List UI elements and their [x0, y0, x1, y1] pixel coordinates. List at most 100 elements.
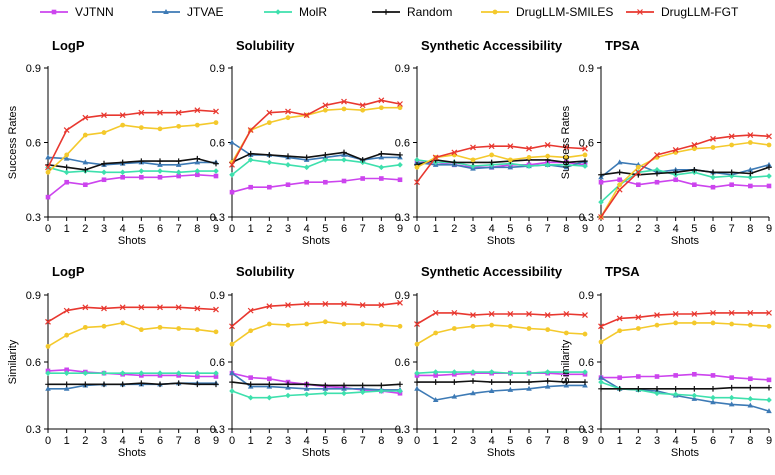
data-point-drugllm-fgt [616, 315, 623, 322]
data-point-molr [247, 157, 254, 163]
legend-marker-drugllm-smiles [492, 9, 498, 15]
x-tick-label: 9 [397, 435, 403, 447]
series-line-vjtnn [600, 179, 769, 188]
x-tick-label: 5 [138, 223, 144, 235]
data-point-drugllm-fgt [247, 127, 254, 134]
data-point-molr [766, 173, 772, 179]
data-point-drugllm-fgt [710, 309, 716, 316]
data-point-drugllm-fgt [322, 102, 329, 109]
data-point-random [563, 379, 570, 385]
series-drugllm-fgt [414, 142, 588, 186]
data-point-vjtnn [748, 183, 753, 189]
chart-panel-solubility-similarity: Solubility 0.3 0.6 0.9 0 1 2 3 4 5 6 7 8 9 Shots [210, 264, 403, 459]
data-point-random [175, 158, 182, 164]
data-point-random [359, 157, 366, 163]
data-point-drugllm-smiles [378, 322, 384, 328]
data-point-random [672, 169, 679, 176]
data-point-drugllm-fgt [45, 318, 51, 325]
series-line-molr [416, 159, 586, 167]
data-point-drugllm-fgt [229, 161, 235, 168]
series-line-drugllm-fgt [416, 144, 586, 183]
series-line-drugllm-fgt [47, 109, 217, 168]
data-point-drugllm-fgt [432, 154, 439, 161]
data-point-molr [341, 390, 347, 397]
y-tick-label: 0.6 [26, 138, 41, 150]
data-point-drugllm-smiles [507, 323, 513, 329]
series-line-drugllm-fgt [231, 99, 401, 166]
data-point-drugllm-fgt [582, 312, 588, 319]
data-point-random [397, 381, 403, 388]
x-tick-label: 8 [378, 435, 384, 447]
data-point-random [194, 381, 201, 388]
data-point-drugllm-fgt [470, 312, 476, 319]
series-line-drugllm-smiles [47, 322, 217, 348]
data-point-drugllm-fgt [488, 311, 495, 317]
data-point-random [710, 386, 716, 392]
data-point-drugllm-fgt [322, 301, 329, 307]
series-line-molr [47, 166, 216, 174]
data-point-molr [378, 164, 385, 171]
data-point-molr [728, 173, 735, 179]
series-jtvae [414, 382, 588, 402]
data-point-drugllm-smiles [120, 122, 126, 128]
x-axis-label: Shots [671, 447, 700, 459]
x-tick-label: 3 [285, 223, 291, 235]
series-molr [229, 157, 403, 178]
x-tick-label: 4 [304, 435, 310, 447]
data-point-random [654, 170, 660, 177]
data-point-molr [157, 370, 163, 376]
data-point-drugllm-smiles [285, 115, 291, 121]
data-point-vjtnn [213, 374, 219, 379]
data-point-drugllm-smiles [563, 330, 569, 336]
data-point-molr [229, 388, 235, 394]
data-point-drugllm-smiles [194, 327, 200, 333]
series-line-drugllm-fgt [600, 312, 769, 328]
series-random [598, 384, 772, 392]
data-point-vjtnn [64, 179, 69, 185]
data-point-vjtnn [766, 183, 772, 189]
data-point-drugllm-smiles [635, 164, 641, 170]
data-point-vjtnn [692, 182, 697, 188]
data-point-drugllm-smiles [582, 331, 588, 337]
data-point-random [322, 152, 329, 158]
series-line-drugllm-fgt [416, 312, 586, 325]
data-point-random [101, 160, 107, 167]
series-line-vjtnn [47, 368, 216, 378]
x-tick-label: 1 [617, 435, 623, 447]
data-point-molr [138, 168, 145, 174]
y-tick-label: 0.3 [579, 424, 594, 436]
series-drugllm-smiles [45, 120, 219, 175]
data-point-drugllm-fgt [285, 302, 291, 308]
data-point-drugllm-fgt [582, 145, 588, 152]
x-tick-label: 3 [285, 435, 291, 447]
x-tick-label: 0 [598, 223, 604, 235]
data-point-drugllm-fgt [175, 109, 182, 116]
data-point-drugllm-fgt [213, 306, 219, 313]
series-line-drugllm-fgt [600, 134, 770, 218]
x-tick-label: 7 [545, 435, 551, 447]
data-point-drugllm-fgt [285, 108, 291, 115]
x-axis-label: Shots [302, 235, 331, 247]
data-point-random [616, 169, 623, 176]
x-tick-label: 1 [248, 223, 254, 235]
data-point-drugllm-smiles [120, 320, 126, 326]
series-drugllm-fgt [45, 107, 219, 171]
data-point-random [82, 381, 89, 388]
legend-item-jtvae: JTVAE [152, 5, 223, 19]
x-tick-label: 9 [213, 435, 219, 447]
series-drugllm-smiles [598, 320, 772, 345]
x-tick-label: 0 [45, 223, 51, 235]
data-point-drugllm-smiles [766, 323, 772, 329]
data-point-drugllm-fgt [119, 304, 126, 311]
data-point-molr [654, 167, 660, 173]
data-point-vjtnn [195, 374, 200, 379]
y-tick-label: 0.3 [210, 212, 225, 224]
data-point-molr [213, 168, 219, 174]
data-point-molr [194, 168, 201, 174]
data-point-jtvae [488, 388, 495, 394]
data-point-drugllm-smiles [157, 126, 163, 132]
legend-item-random: Random [372, 5, 452, 19]
series-line-random [231, 381, 401, 387]
data-point-molr [691, 392, 698, 399]
